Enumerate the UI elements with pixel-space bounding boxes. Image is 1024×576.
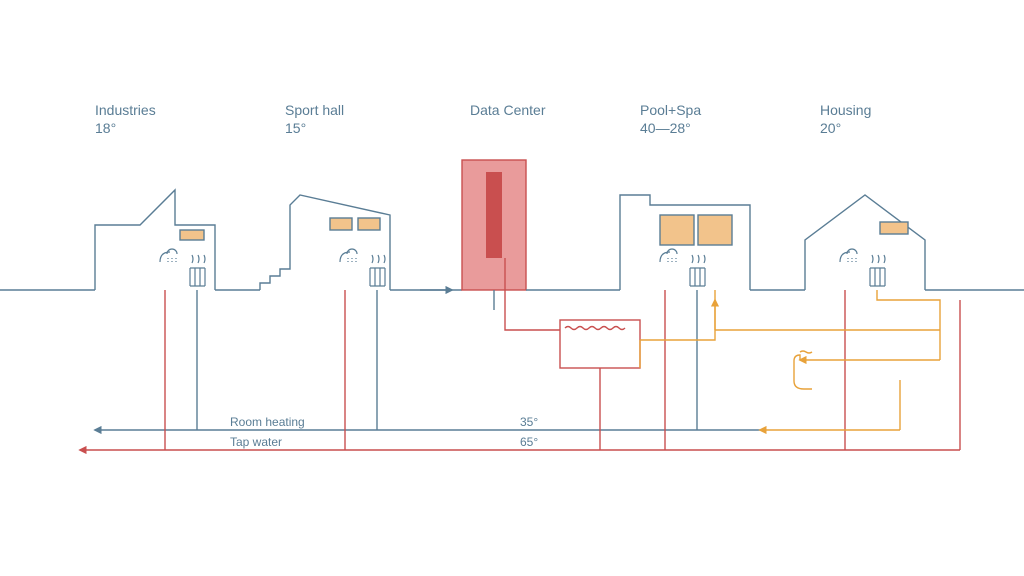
legend-tap-water-temp: 65° <box>520 435 538 449</box>
legend-tap-water: Tap water <box>230 435 282 449</box>
label-housing: Housing <box>820 102 871 118</box>
temp-pool-spa: 40—28° <box>640 120 691 136</box>
label-industries: Industries <box>95 102 156 118</box>
ground-and-buildings <box>0 190 462 290</box>
temp-industries: 18° <box>95 120 116 136</box>
label-sport-hall: Sport hall <box>285 102 344 118</box>
legend-labels: Room heating 35° Tap water 65° <box>230 415 538 449</box>
pool-loop-network <box>640 290 940 430</box>
ground-right <box>526 195 1024 290</box>
label-pool-spa: Pool+Spa <box>640 102 701 118</box>
temp-sport-hall: 15° <box>285 120 306 136</box>
legend-room-heating-temp: 35° <box>520 415 538 429</box>
room-heating-network <box>95 290 760 430</box>
building-labels: Industries 18° Sport hall 15° Data Cente… <box>95 102 871 136</box>
temp-housing: 20° <box>820 120 841 136</box>
label-data-center: Data Center <box>470 102 546 118</box>
legend-room-heating: Room heating <box>230 415 305 429</box>
heat-network-diagram: Industries 18° Sport hall 15° Data Cente… <box>0 0 1024 576</box>
data-center-building <box>462 160 526 290</box>
